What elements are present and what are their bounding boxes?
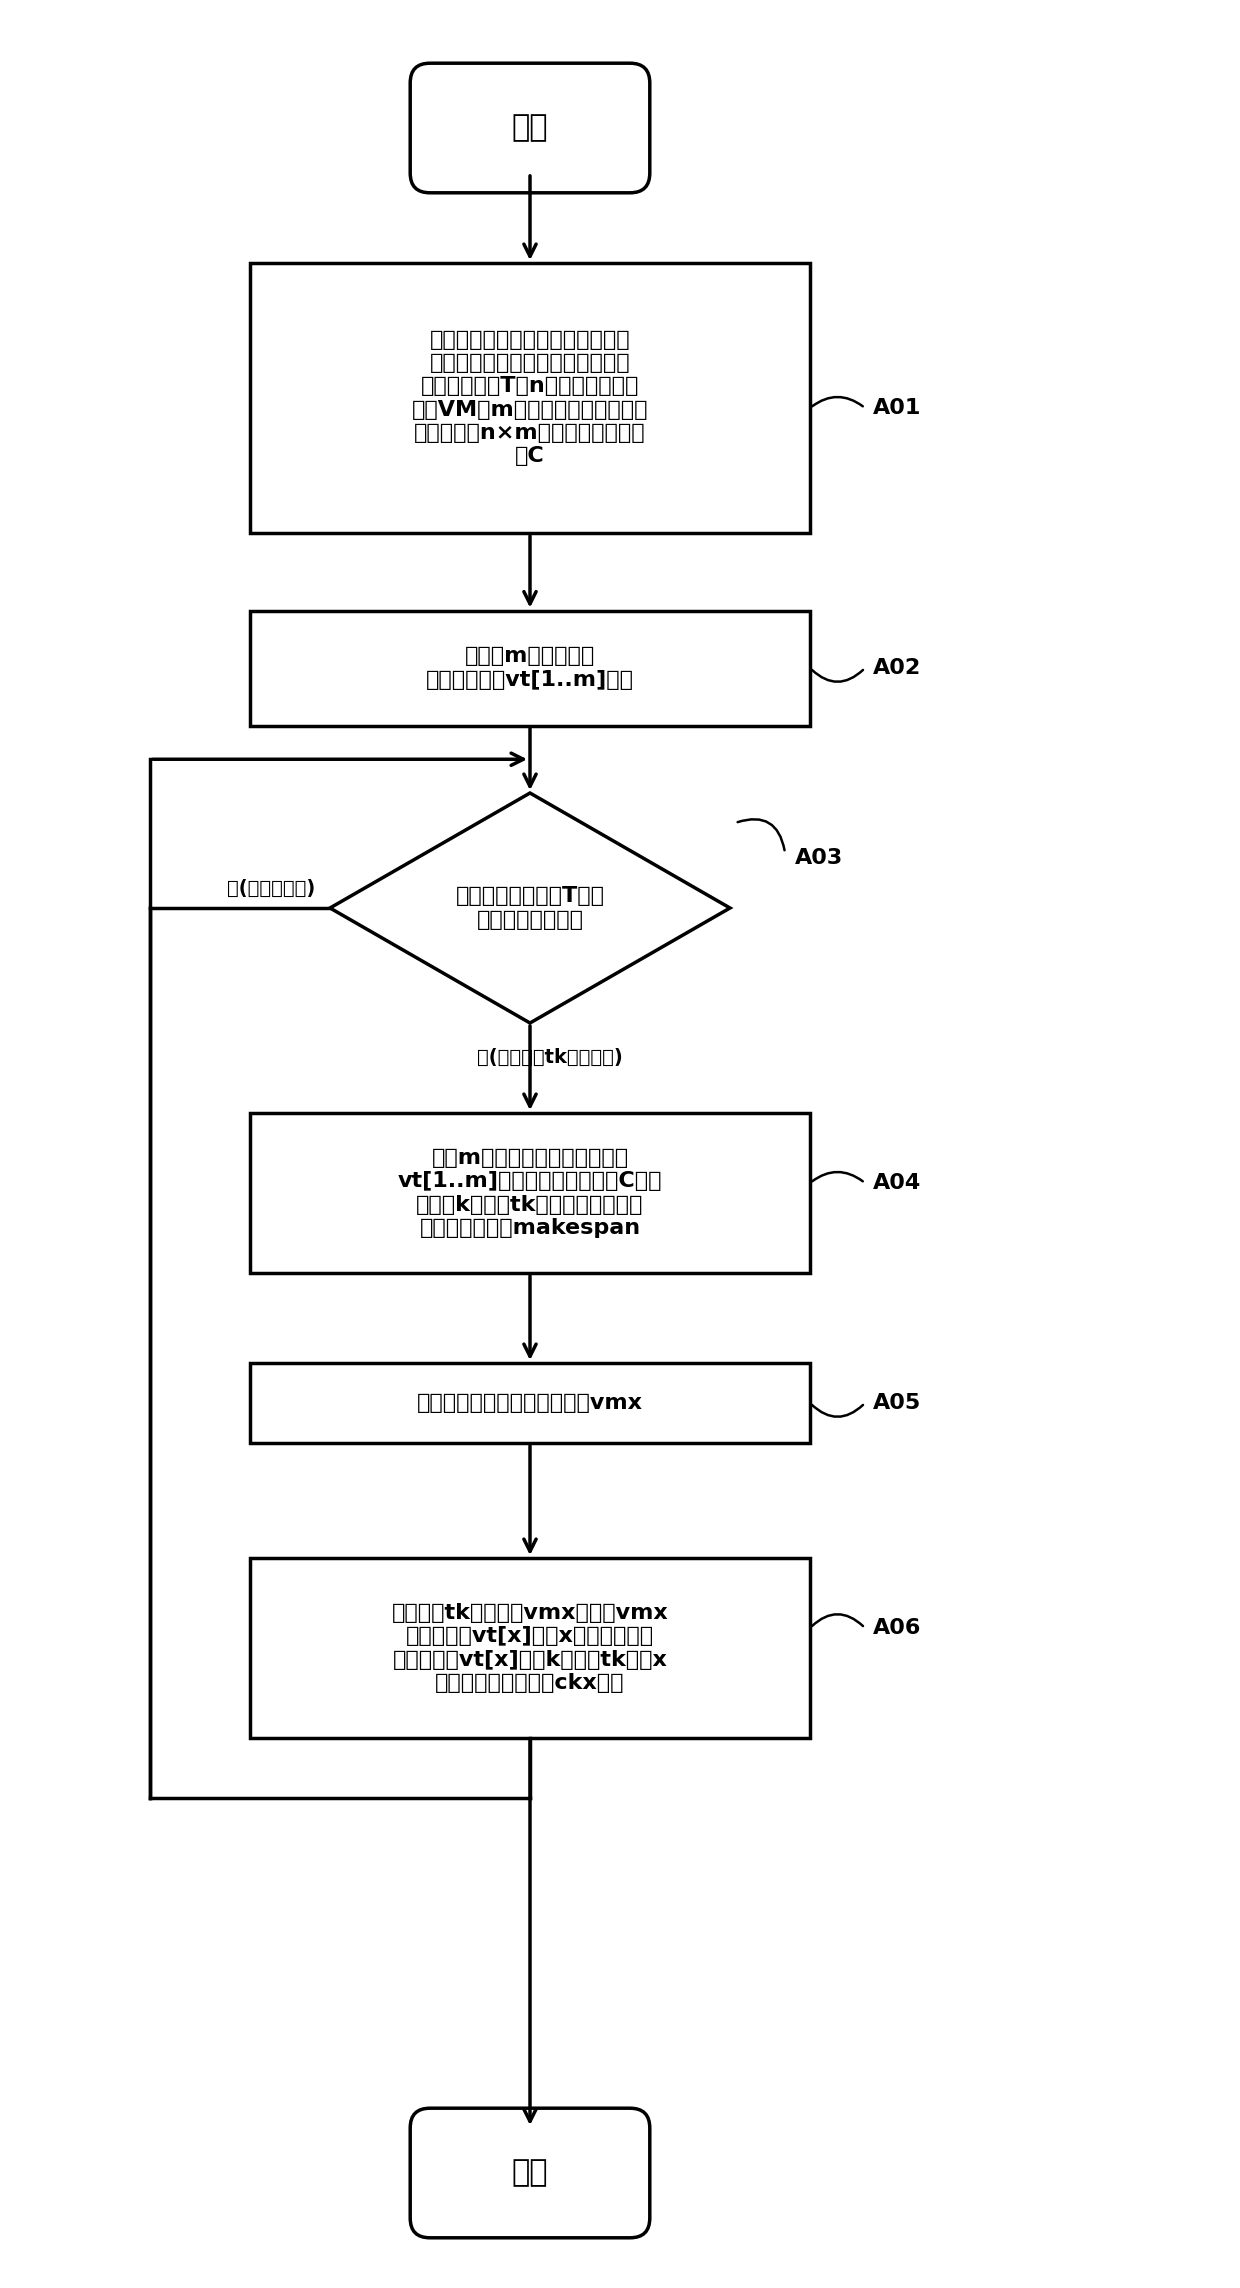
Text: 开始: 开始	[512, 114, 548, 142]
FancyBboxPatch shape	[410, 2107, 650, 2238]
Text: A03: A03	[795, 849, 843, 867]
Text: 依据m个虚拟机的当前负载数组
vt[1..m]和预期执行时间矩阵C，计
算出第k个任务tk分配至各个虚拟机
相应的时间跨度makespan: 依据m个虚拟机的当前负载数组 vt[1..m]和预期执行时间矩阵C，计 算出第k…	[398, 1149, 662, 1238]
Text: 初始化m个虚拟机的
当前负载数组vt[1..m]为零: 初始化m个虚拟机的 当前负载数组vt[1..m]为零	[427, 648, 634, 689]
Bar	[250, 263, 810, 533]
Text: A05: A05	[873, 1393, 921, 1414]
Text: A01: A01	[873, 398, 921, 419]
Text: 是(至访问结束): 是(至访问结束)	[227, 879, 315, 897]
Bar	[250, 1112, 810, 1272]
Polygon shape	[330, 794, 730, 1023]
Bar	[250, 1558, 810, 1739]
Text: 结束: 结束	[512, 2158, 548, 2187]
FancyBboxPatch shape	[410, 64, 650, 192]
Bar	[250, 1364, 810, 1444]
Text: 顺序访问任务集合T中的
每个任务是否结束: 顺序访问任务集合T中的 每个任务是否结束	[455, 885, 605, 929]
Text: A06: A06	[873, 1618, 921, 1638]
Text: 分配任务tk至虚拟机vmx，更新vmx
虚拟机负载vt[x]为第x个虚拟机的当
前负载数组vt[x]与第k个任务tk在第x
个虚拟机的执行时间ckx之和: 分配任务tk至虚拟机vmx，更新vmx 虚拟机负载vt[x]为第x个虚拟机的当 …	[392, 1604, 668, 1693]
Text: 否(存在任务tk未被访问): 否(存在任务tk未被访问)	[477, 1048, 622, 1066]
Text: A04: A04	[873, 1174, 921, 1192]
Text: 基于资源需求模型给出的任务指令
长度和虚拟机每秒执行指令条数，
计算任务集合T中n个任务在虚拟机
集合VM的m个虚拟机上的预期执行
时间，得到n×m的预期执行时: 基于资源需求模型给出的任务指令 长度和虚拟机每秒执行指令条数， 计算任务集合T中…	[412, 329, 649, 467]
Bar	[250, 611, 810, 725]
Text: A02: A02	[873, 659, 921, 677]
Text: 查找出时间跨度最小的虚拟机vmx: 查找出时间跨度最小的虚拟机vmx	[417, 1393, 644, 1414]
